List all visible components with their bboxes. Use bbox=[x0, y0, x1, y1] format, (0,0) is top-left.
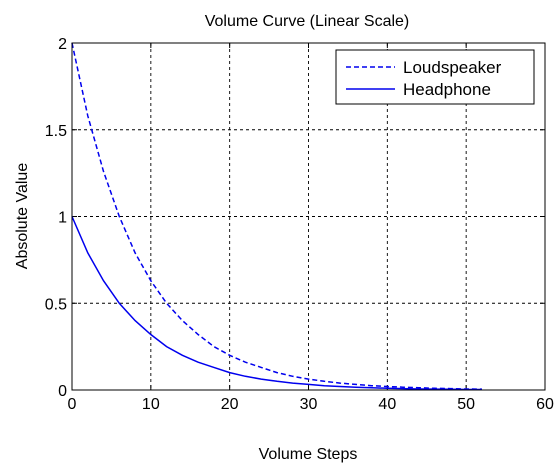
chart-title: Volume Curve (Linear Scale) bbox=[205, 13, 410, 30]
legend-label-loudspeaker: Loudspeaker bbox=[403, 58, 502, 77]
y-tick-label: 2 bbox=[58, 36, 67, 53]
y-tick-label: 1 bbox=[58, 210, 67, 227]
x-axis-label: Volume Steps bbox=[259, 446, 358, 463]
y-axis-label: Absolute Value bbox=[14, 163, 31, 270]
x-tick-label: 40 bbox=[378, 396, 396, 413]
y-tick-label: 0 bbox=[58, 383, 67, 400]
x-tick-label: 50 bbox=[457, 396, 475, 413]
axis-ticks: 0 10 20 30 40 50 60 0 0.5 1 1.5 2 bbox=[45, 36, 554, 413]
grid-lines bbox=[72, 43, 545, 390]
series-line-headphone bbox=[71, 216, 482, 391]
y-tick-label: 1.5 bbox=[45, 123, 67, 140]
y-tick-label: 0.5 bbox=[45, 296, 67, 313]
series-line-loudspeaker bbox=[71, 42, 482, 390]
x-tick-label: 10 bbox=[142, 396, 160, 413]
plot-area-frame bbox=[71, 42, 546, 391]
x-tick-label: 60 bbox=[536, 396, 554, 413]
x-tick-label: 0 bbox=[68, 396, 77, 413]
legend-label-headphone: Headphone bbox=[403, 80, 491, 99]
legend: Loudspeaker Headphone bbox=[335, 49, 535, 105]
legend-box bbox=[335, 49, 535, 105]
x-tick-label: 20 bbox=[221, 396, 239, 413]
x-tick-label: 30 bbox=[300, 396, 318, 413]
data-series bbox=[71, 42, 482, 391]
